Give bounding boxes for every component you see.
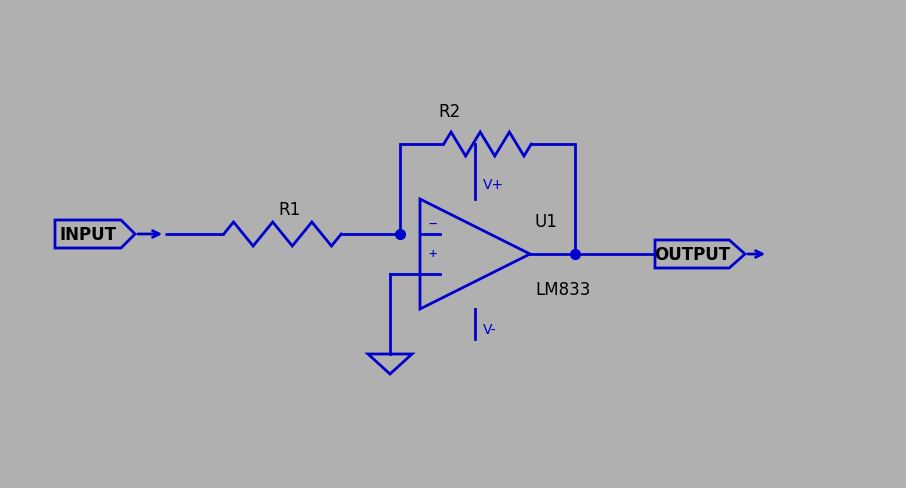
Text: LM833: LM833: [535, 281, 591, 298]
Text: OUTPUT: OUTPUT: [654, 245, 730, 264]
Text: V-: V-: [483, 323, 496, 336]
Text: +: +: [428, 246, 437, 261]
Text: R1: R1: [279, 201, 301, 219]
Text: V+: V+: [483, 178, 504, 192]
Text: −: −: [428, 217, 437, 230]
Text: R2: R2: [439, 103, 461, 121]
Text: INPUT: INPUT: [60, 225, 117, 244]
Text: U1: U1: [535, 213, 558, 230]
Polygon shape: [55, 221, 135, 248]
Polygon shape: [655, 241, 745, 268]
